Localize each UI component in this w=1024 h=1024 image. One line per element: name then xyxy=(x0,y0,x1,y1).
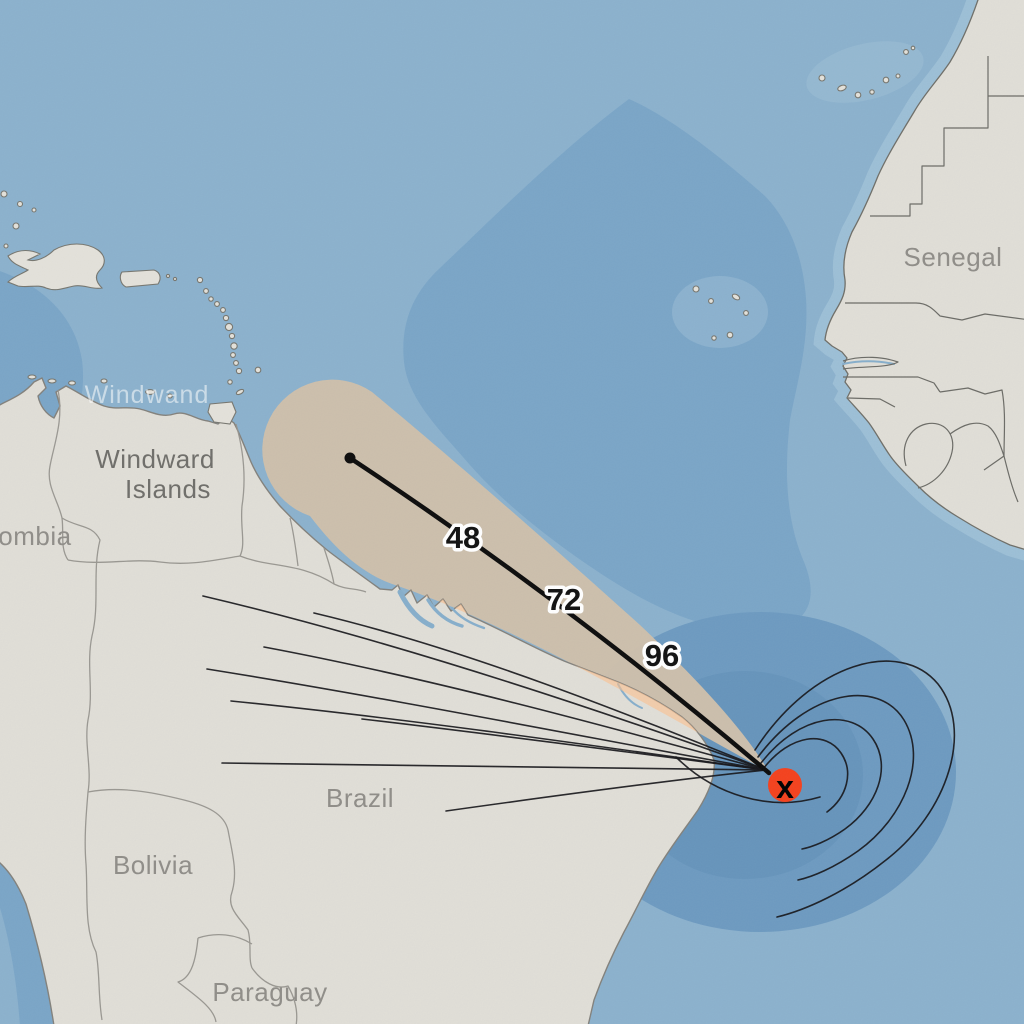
label-windward-islands-line1: Windward xyxy=(95,444,215,474)
label-colombia-partial: lombia xyxy=(0,521,72,551)
label-windwand-ocean: Windwand xyxy=(85,381,210,409)
label-bolivia: Bolivia xyxy=(113,850,193,880)
track-start-dot xyxy=(344,452,356,464)
label-windward-islands-line2: Islands xyxy=(125,474,211,504)
hour-label-48: 48 xyxy=(446,520,480,555)
hour-label-72: 72 xyxy=(547,582,581,617)
hispaniola-island xyxy=(7,243,105,291)
label-brazil: Brazil xyxy=(326,783,394,813)
puerto-rico-island xyxy=(119,269,161,288)
label-paraguay: Paraguay xyxy=(212,977,327,1007)
hour-label-96: 96 xyxy=(645,638,679,673)
label-senegal: Senegal xyxy=(904,242,1003,272)
storm-marker-x-icon: x xyxy=(776,769,794,805)
